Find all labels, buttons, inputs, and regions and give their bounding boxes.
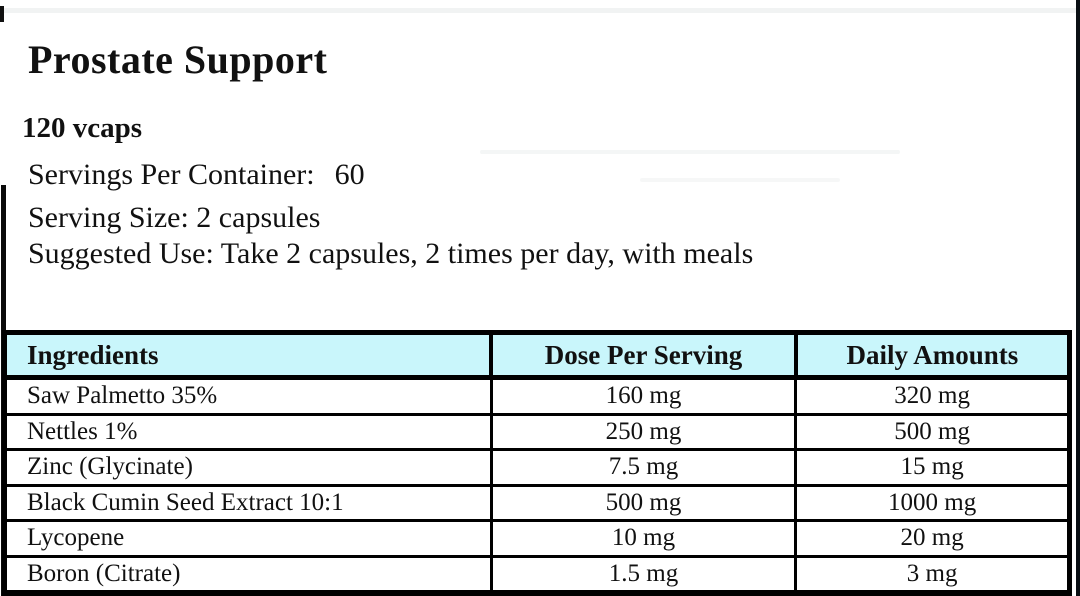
product-title: Prostate Support xyxy=(28,37,328,82)
table-row: Saw Palmetto 35% 160 mg 320 mg xyxy=(2,376,1072,416)
serving-size-line: Serving Size: 2 capsules xyxy=(28,201,321,234)
table-row: Lycopene 10 mg 20 mg xyxy=(2,519,1072,558)
table-row: Boron (Citrate) 1.5 mg 3 mg xyxy=(2,554,1072,596)
ingredient-daily: 1000 mg xyxy=(794,483,1072,522)
scan-streak xyxy=(0,8,1080,13)
scan-streak xyxy=(480,150,900,154)
ingredient-daily: 20 mg xyxy=(794,519,1072,558)
ingredient-daily: 3 mg xyxy=(794,554,1072,596)
table-row: Zinc (Glycinate) 7.5 mg 15 mg xyxy=(2,448,1072,487)
label-corner-mark xyxy=(0,6,4,22)
table-row: Nettles 1% 250 mg 500 mg xyxy=(2,412,1072,451)
ingredient-name: Nettles 1% xyxy=(2,412,493,451)
ingredient-dose: 10 mg xyxy=(489,519,798,558)
ingredient-daily: 500 mg xyxy=(794,412,1072,451)
ingredients-table: Ingredients Dose Per Serving Daily Amoun… xyxy=(2,330,1072,596)
servings-per-container-label: Servings Per Container: xyxy=(28,158,315,191)
ingredient-dose: 160 mg xyxy=(489,376,798,416)
table-header-row: Ingredients Dose Per Serving Daily Amoun… xyxy=(2,330,1072,380)
servings-per-container-line: Servings Per Container: 60 xyxy=(28,158,365,192)
suggested-use-line: Suggested Use: Take 2 capsules, 2 times … xyxy=(28,237,754,270)
ingredient-dose: 250 mg xyxy=(489,412,798,451)
capsule-count: 120 vcaps xyxy=(22,112,143,144)
ingredient-dose: 7.5 mg xyxy=(489,448,798,487)
table-row: Black Cumin Seed Extract 10:1 500 mg 100… xyxy=(2,483,1072,522)
ingredient-daily: 15 mg xyxy=(794,448,1072,487)
scan-streak xyxy=(640,178,840,182)
header-dose-per-serving: Dose Per Serving xyxy=(489,330,798,380)
ingredient-name: Saw Palmetto 35% xyxy=(2,376,493,416)
ingredient-name: Zinc (Glycinate) xyxy=(2,448,493,487)
ingredient-dose: 1.5 mg xyxy=(489,554,798,596)
ingredient-daily: 320 mg xyxy=(794,376,1072,416)
ingredient-name: Black Cumin Seed Extract 10:1 xyxy=(2,483,493,522)
servings-per-container-value: 60 xyxy=(334,158,365,191)
ingredient-dose: 500 mg xyxy=(489,483,798,522)
ingredient-name: Boron (Citrate) xyxy=(2,554,493,596)
label-right-edge-line xyxy=(1076,0,1080,596)
header-daily-amounts: Daily Amounts xyxy=(793,330,1072,380)
ingredient-name: Lycopene xyxy=(2,519,493,558)
header-ingredients: Ingredients xyxy=(2,330,494,380)
